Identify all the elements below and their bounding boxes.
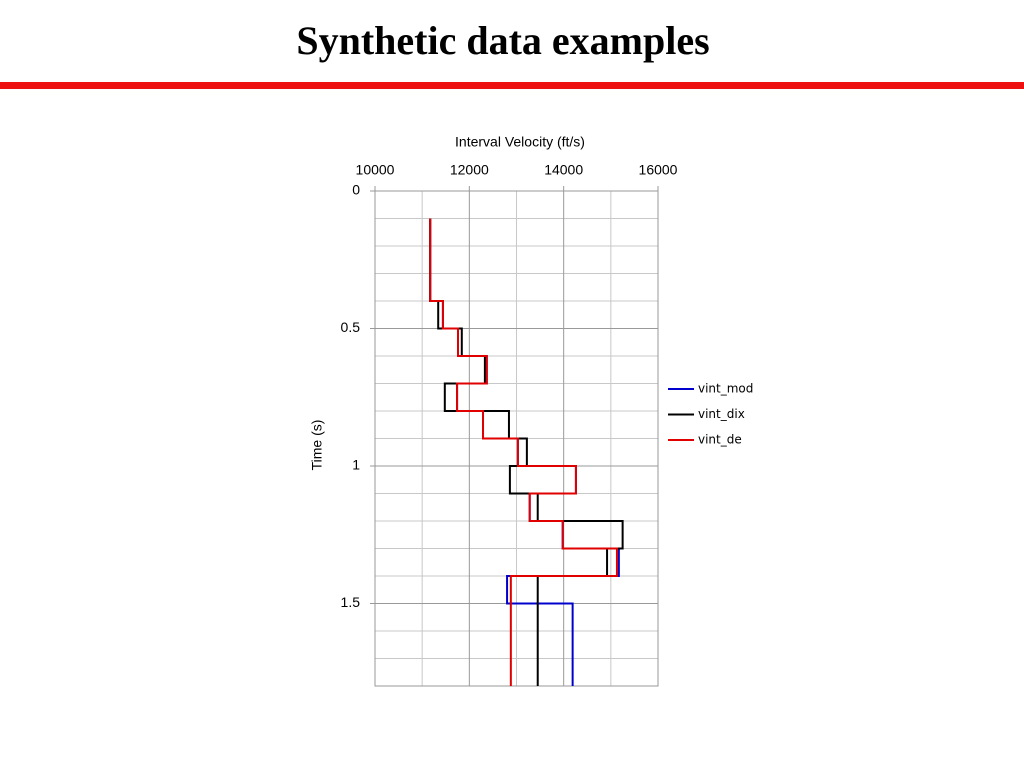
- x-axis-label: Interval Velocity (ft/s): [455, 134, 585, 150]
- y-tick-label: 0: [352, 182, 360, 198]
- title-rule: [0, 82, 1024, 89]
- y-axis-label: Time (s): [309, 420, 325, 471]
- series-line: [429, 218, 618, 686]
- legend-label: vint_dix: [698, 407, 745, 421]
- legend-label: vint_mod: [698, 382, 753, 396]
- slide-title: Synthetic data examples: [296, 18, 709, 63]
- legend-label: vint_de: [698, 433, 742, 447]
- series-line: [429, 218, 624, 686]
- x-tick-label: 10000: [356, 162, 395, 178]
- x-tick-label: 12000: [450, 162, 489, 178]
- x-tick-label: 14000: [544, 162, 583, 178]
- y-tick-label: 1.5: [341, 594, 361, 610]
- y-tick-label: 1: [352, 457, 360, 473]
- plot-frame: [374, 190, 659, 687]
- y-tick-label: 0.5: [341, 319, 361, 335]
- x-tick-label: 16000: [639, 162, 678, 178]
- series-line: [429, 218, 620, 686]
